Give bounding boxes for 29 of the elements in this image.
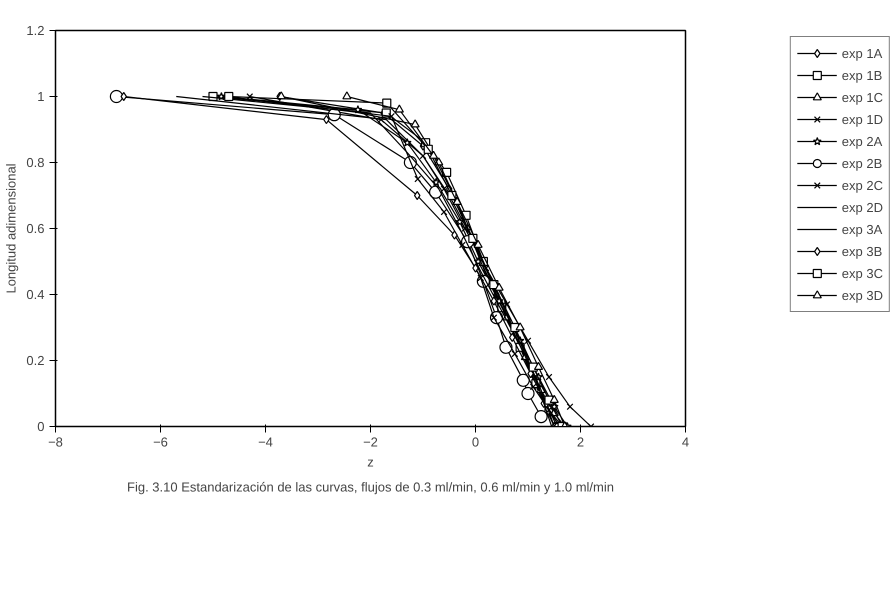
legend-label: exp 1A [842, 46, 882, 60]
y-axis-title: Longitud adimensional [3, 163, 18, 294]
legend-label: exp 2B [842, 156, 882, 170]
x-tick-label: 4 [682, 434, 690, 450]
y-tick-label: 0.8 [26, 155, 45, 170]
x-tick-label: 0 [472, 434, 480, 450]
legend-label: exp 2C [842, 178, 883, 192]
text: Fig. 3.10 Estandarización de las curvas, flujos de 0.3 ml/min, 0.6 ml/min y 1.0 ml/min [127, 480, 614, 494]
legend-label: exp 2D [842, 200, 883, 214]
legend-label: exp 3A [842, 222, 882, 236]
x-axis-title: z [367, 454, 374, 470]
legend-label: exp 2A [842, 134, 882, 148]
x-tick-label: −2 [363, 434, 378, 450]
legend-label: exp 3C [842, 266, 883, 280]
y-tick-label: 0.4 [26, 287, 45, 302]
y-tick-label: 1.2 [26, 23, 45, 38]
y-tick-label: 1 [37, 89, 45, 104]
x-tick-label: −8 [48, 434, 63, 450]
x-tick-label: −6 [153, 434, 168, 450]
legend-label: exp 1C [842, 90, 883, 104]
x-tick-label: −4 [258, 434, 273, 450]
legend-label: exp 3D [842, 288, 883, 302]
y-tick-label: 0.2 [26, 353, 45, 368]
legend-label: exp 1B [842, 68, 882, 82]
legend-label: exp 1D [842, 112, 883, 126]
legend-label: exp 3B [842, 244, 882, 258]
y-tick-label: 0.6 [26, 221, 45, 236]
y-tick-label: 0 [37, 419, 45, 434]
x-tick-label: 2 [576, 434, 584, 450]
